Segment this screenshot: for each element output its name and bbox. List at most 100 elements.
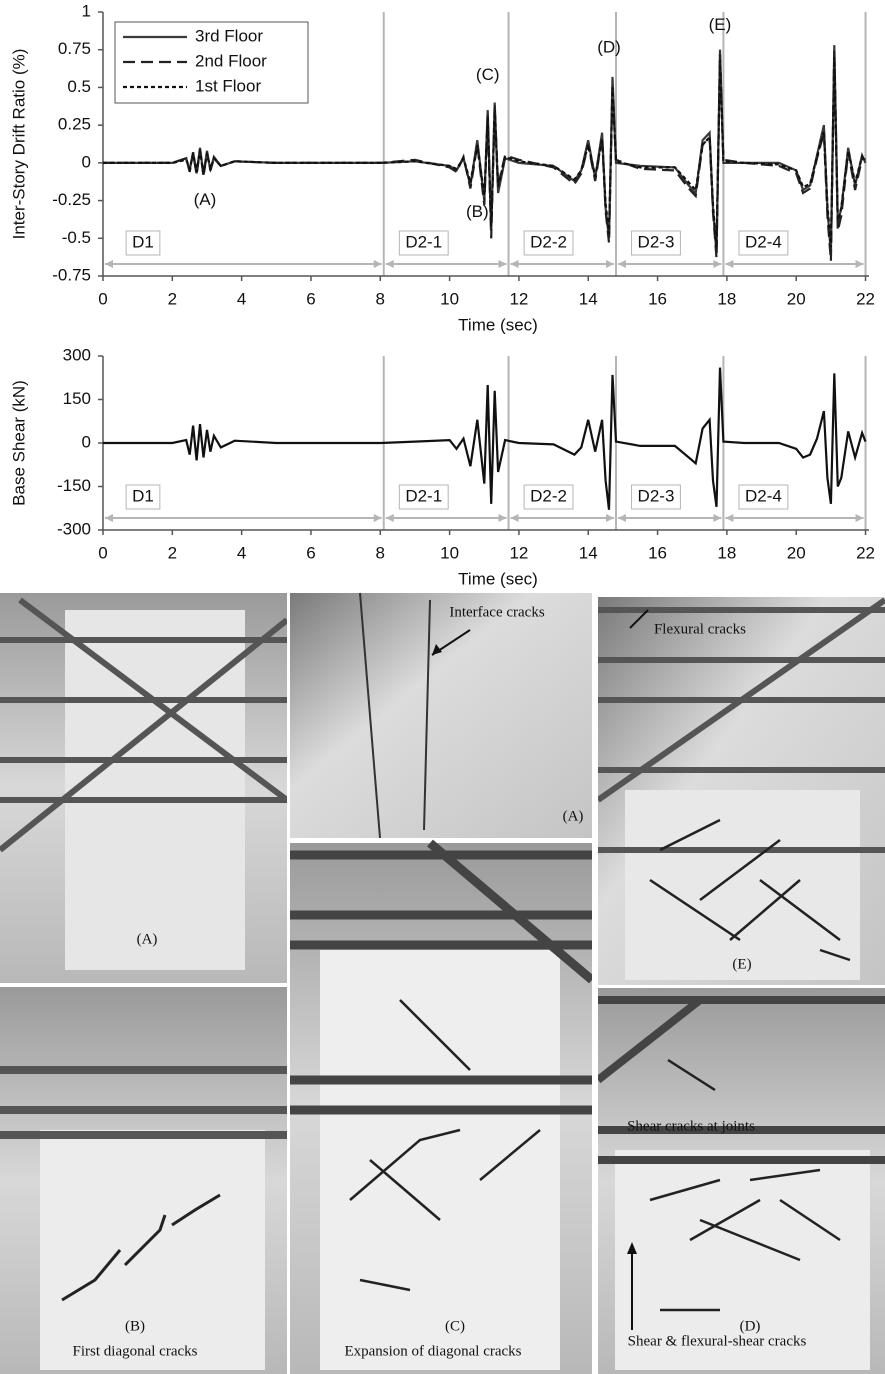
y-tick-label: 0 [82,152,91,171]
phase-box [125,484,161,510]
photo-label: (A) [137,931,158,947]
series-line [103,367,867,510]
series-line [103,57,867,248]
y-axis-label: Inter-Story Drift Ratio (%) [9,49,28,240]
photo-annotation: Flexural cracks [654,621,746,637]
photo-label: (A) [563,808,584,824]
photo [290,593,592,838]
y-tick-label: -300 [57,519,91,538]
x-tick-label: 18 [717,289,736,308]
x-tick-label: 12 [509,543,528,562]
arrow [629,609,649,629]
x-tick-label: 18 [717,543,736,562]
x-tick-label: 22 [856,543,875,562]
phase-label: D1 [132,232,154,251]
x-tick-label: 10 [440,543,459,562]
specimen [65,610,245,970]
y-tick-label: -0.75 [52,265,91,284]
y-tick-label: 0 [82,432,91,451]
y-axis-label: Base Shear (kN) [9,380,28,506]
x-tick-label: 6 [306,289,315,308]
phase-label: D2-4 [745,486,782,505]
phase-box [523,484,574,510]
phase-label: D2-3 [638,232,675,251]
x-tick-label: 8 [376,543,385,562]
arrowhead [627,1242,637,1254]
arrowhead [432,644,442,655]
legend-label: 3rd Floor [195,26,263,45]
x-tick-label: 16 [648,543,667,562]
photo-label: (D) [740,1318,761,1334]
y-tick-label: 0.75 [58,39,91,58]
x-tick-label: 0 [98,289,107,308]
y-tick-label: -0.25 [52,190,91,209]
x-tick-label: 20 [787,543,806,562]
x-tick-label: 8 [376,289,385,308]
y-tick-label: -0.5 [62,228,91,247]
x-tick-label: 0 [98,543,107,562]
x-axis-label: Time (sec) [458,569,538,588]
x-tick-label: 6 [306,543,315,562]
phase-box [738,230,789,256]
photo-caption: Shear & flexural-shear cracks [628,1333,807,1349]
x-tick-label: 16 [648,289,667,308]
series-line [103,49,866,261]
annotation: (D) [597,38,621,57]
annotation: (B) [466,202,489,221]
frame [0,597,289,853]
frame [359,592,431,839]
phase-label: D2-4 [745,232,782,251]
phase-box [398,230,449,256]
specimen [40,1130,265,1370]
crack [649,818,851,962]
phase-box [631,484,681,510]
phase-label: D2-1 [405,232,442,251]
annotation: (C) [476,65,500,84]
photo-label: (E) [732,956,751,972]
x-tick-label: 12 [509,289,528,308]
x-tick-label: 10 [440,289,459,308]
frame [596,597,885,853]
crack [349,999,541,1292]
y-tick-label: 300 [63,345,91,364]
photo-caption: Expansion of diagonal cracks [344,1343,521,1359]
specimen [625,790,860,980]
phase-box [523,230,574,256]
photo-annotation: Shear cracks at joints [627,1118,755,1134]
phase-label: D2-2 [530,486,567,505]
phase-label: D2-3 [638,486,675,505]
phase-label: D2-1 [405,486,442,505]
legend-label: 2nd Floor [195,51,267,70]
x-tick-label: 2 [168,289,177,308]
x-tick-label: 14 [579,543,598,562]
crack [61,1193,221,1302]
photo-label: (C) [445,1318,465,1334]
x-tick-label: 14 [579,289,598,308]
divider [592,593,598,1374]
x-axis-label: Time (sec) [458,315,538,334]
specimen [615,1150,870,1370]
phase-box [631,230,681,256]
photos: (A) (B) First diagonal cracks Interface … [0,592,885,1374]
phase-label: D1 [132,486,154,505]
x-tick-label: 4 [237,289,246,308]
y-tick-label: 1 [82,1,91,20]
charts: D1 D2-1 D2-2 D2-3 D2-4 -0.75 -0.5 -0.25 0 0.25 0.5… [9,1,875,588]
annotation: (E) [709,15,732,34]
phase-box [125,230,161,256]
legend-label: 1st Floor [195,76,261,95]
photo-annotation: Interface cracks [449,604,545,620]
x-tick-label: 4 [237,543,246,562]
frame [290,839,595,1115]
y-tick-label: 150 [63,389,91,408]
x-tick-label: 20 [787,289,806,308]
y-tick-label: 0.25 [58,115,91,134]
crack [649,1058,841,1312]
y-tick-label: -150 [57,476,91,495]
divider [287,593,290,1374]
phase-label: D2-2 [530,232,567,251]
x-tick-label: 2 [168,543,177,562]
phase-box [738,484,789,510]
